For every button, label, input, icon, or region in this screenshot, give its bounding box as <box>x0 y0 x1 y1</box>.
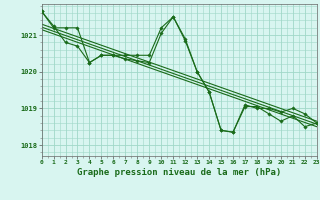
X-axis label: Graphe pression niveau de la mer (hPa): Graphe pression niveau de la mer (hPa) <box>77 168 281 177</box>
